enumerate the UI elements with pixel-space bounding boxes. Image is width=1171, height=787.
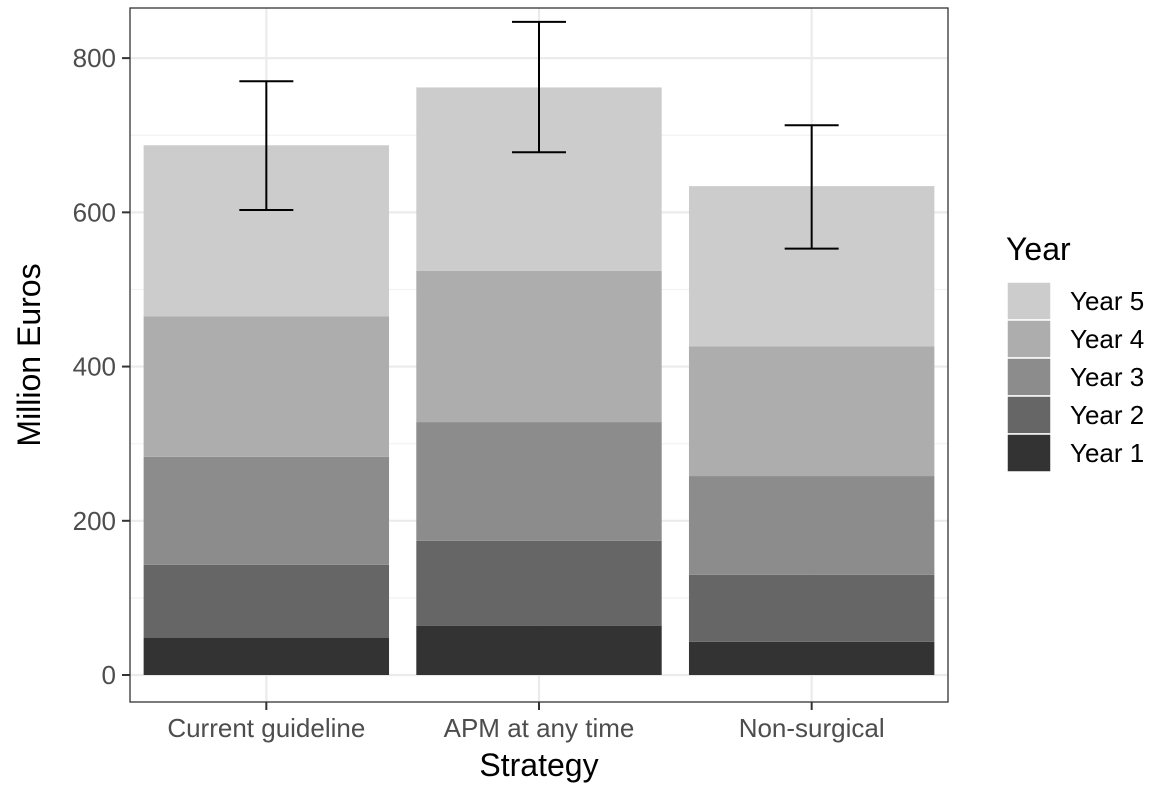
legend-label: Year 2 (1070, 400, 1144, 430)
y-tick-label: 400 (73, 352, 116, 382)
legend-key-year-4 (1006, 319, 1052, 359)
legend-key-year-3 (1006, 357, 1052, 397)
y-axis: 0 200 400 600 800 (73, 43, 130, 690)
legend-label: Year 1 (1070, 438, 1144, 468)
legend-key-year-2 (1006, 395, 1052, 435)
bar-segment-year-4 (688, 346, 935, 477)
legend-key-year-1 (1006, 433, 1052, 473)
bar-segment-year-1 (143, 637, 390, 676)
legend-label: Year 5 (1070, 286, 1144, 316)
bar-segment-year-2 (688, 574, 935, 642)
legend-label: Year 3 (1070, 362, 1144, 392)
y-tick-label: 800 (73, 43, 116, 73)
legend: Year Year 5 Year 4 Year 3 Year 2 Year 1 (1006, 231, 1144, 473)
bar-segment-year-3 (416, 422, 662, 541)
x-axis: Current guideline APM at any time Non-surg… (167, 702, 885, 743)
bar-segment-year-2 (416, 540, 662, 626)
legend-key-year-5 (1006, 281, 1052, 321)
y-tick-label: 0 (102, 660, 116, 690)
bar-segment-year-3 (143, 456, 390, 565)
bars-group (143, 87, 935, 676)
x-tick-label: APM at any time (444, 713, 635, 743)
x-tick-label: Current guideline (167, 713, 365, 743)
bar-segment-year-3 (688, 476, 935, 575)
error-bars-group (239, 20, 839, 250)
bar-segment-year-4 (143, 316, 390, 457)
legend-label: Year 4 (1070, 324, 1144, 354)
bar-segment-year-1 (416, 625, 662, 676)
y-tick-label: 600 (73, 197, 116, 227)
bar-segment-year-1 (688, 641, 935, 676)
y-tick-label: 200 (73, 506, 116, 536)
y-axis-title: Million Euros (11, 263, 47, 446)
bar-segment-year-4 (416, 270, 662, 423)
x-axis-title: Strategy (479, 747, 598, 783)
x-tick-label: Non-surgical (739, 713, 885, 743)
legend-title: Year (1006, 231, 1071, 267)
bar-segment-year-2 (143, 564, 390, 638)
